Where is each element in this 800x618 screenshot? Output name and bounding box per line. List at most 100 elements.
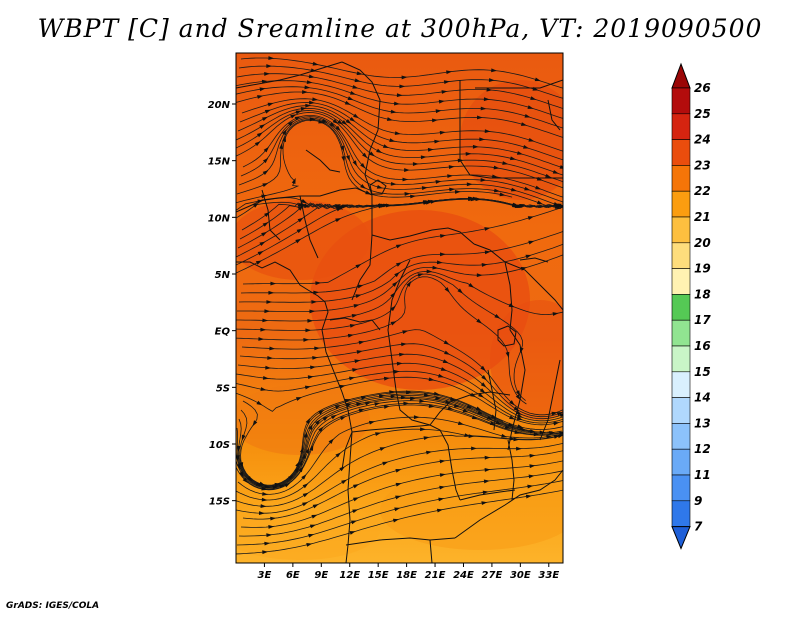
- streamline-arrow: [337, 119, 344, 125]
- latitude-axis: 20N 15N 10N 5N EQ 5S 10S 15S: [208, 100, 236, 508]
- streamline-arrow: [309, 100, 315, 105]
- streamline-arrow: [341, 479, 348, 485]
- streamline-arrow: [353, 304, 360, 308]
- streamline-arrow: [395, 482, 402, 487]
- streamline-arrow: [403, 401, 410, 406]
- streamline-arrow: [419, 399, 426, 403]
- streamline-arrow: [279, 143, 284, 149]
- streamline-arrow: [267, 102, 274, 107]
- streamline-arrow: [396, 93, 403, 98]
- lat-tick-label: 10S: [209, 440, 230, 451]
- streamline-arrow: [269, 346, 276, 351]
- streamline-arrow: [259, 124, 266, 129]
- streamline-arrow: [439, 459, 446, 464]
- streamline-arrow: [303, 337, 310, 342]
- streamline: [236, 273, 526, 401]
- streamline-arrow: [346, 155, 350, 162]
- streamline-arrow: [395, 495, 402, 500]
- streamline-arrow: [353, 113, 360, 119]
- streamline-arrow: [533, 432, 540, 437]
- streamline-arrow: [545, 173, 552, 178]
- lat-tick-label: 10N: [208, 213, 231, 224]
- colorbar-label: 23: [694, 158, 711, 172]
- streamline-arrow: [478, 392, 484, 398]
- streamline-arrow: [270, 281, 277, 286]
- streamline-arrow: [268, 56, 275, 61]
- streamline-arrow: [335, 125, 341, 132]
- streamline-arrow: [254, 141, 261, 147]
- streamline-arrow: [279, 484, 286, 489]
- colorbar-segment: [671, 345, 691, 373]
- streamline-arrow: [457, 288, 464, 294]
- streamline-arrow: [426, 269, 433, 274]
- streamline-arrow: [406, 281, 412, 287]
- streamline-arrow: [481, 501, 488, 505]
- streamline-arrow: [302, 483, 309, 489]
- streamline-arrow: [258, 337, 265, 341]
- streamline-arrow: [476, 115, 483, 120]
- streamline-arrow: [266, 64, 273, 69]
- streamline-arrow: [438, 373, 445, 378]
- streamline-arrow: [360, 163, 366, 169]
- streamline-arrow: [375, 432, 382, 436]
- streamline-arrow: [484, 129, 491, 134]
- colorbar-min-arrow: [671, 526, 691, 550]
- streamline-arrow: [390, 394, 397, 399]
- streamline-arrow: [374, 402, 381, 406]
- streamline-arrow: [259, 481, 266, 486]
- streamline-arrow: [360, 183, 366, 189]
- streamline-arrow: [476, 318, 483, 324]
- streamline-arrow: [529, 464, 536, 469]
- streamline-arrow: [341, 204, 348, 209]
- streamline-arrow: [441, 90, 448, 94]
- streamline-arrow: [393, 101, 400, 106]
- streamline-arrow: [449, 187, 456, 192]
- streamline-arrow: [488, 78, 495, 82]
- streamline-arrow: [350, 520, 358, 525]
- streamline-arrow: [493, 188, 500, 193]
- streamline-arrow: [336, 207, 343, 212]
- streamline-arrow: [420, 155, 427, 160]
- streamline-arrow: [491, 174, 498, 179]
- streamline-arrow: [527, 216, 534, 220]
- streamline-arrow: [439, 252, 446, 257]
- streamline-arrow: [268, 524, 275, 529]
- streamline-arrow: [257, 251, 264, 256]
- streamline-arrow: [507, 422, 514, 427]
- streamline-arrow: [287, 121, 294, 127]
- streamline-arrow: [236, 455, 240, 462]
- streamline-arrow: [330, 414, 337, 420]
- streamline: [236, 86, 563, 129]
- streamline-arrow: [484, 455, 491, 460]
- streamline-arrow: [347, 333, 354, 338]
- streamline: [236, 276, 527, 405]
- streamline-arrow: [274, 482, 281, 487]
- streamline-arrow: [255, 260, 262, 265]
- streamline-arrow: [355, 294, 362, 298]
- streamline-arrow: [282, 129, 287, 136]
- streamline: [236, 376, 563, 426]
- streamline-arrow: [354, 359, 361, 364]
- streamline-arrow: [383, 405, 390, 409]
- streamline-arrow: [335, 452, 342, 458]
- streamline-arrow: [395, 262, 402, 267]
- streamline-arrow: [528, 474, 535, 479]
- streamline-arrow: [465, 151, 472, 156]
- streamline-arrow: [300, 106, 307, 111]
- colorbar-label: 21: [694, 210, 711, 224]
- lat-tick-label: 20N: [208, 100, 231, 111]
- streamline-arrow: [396, 361, 403, 366]
- streamline-arrow: [345, 119, 352, 125]
- streamline: [236, 198, 563, 274]
- streamline-arrow: [318, 119, 325, 124]
- streamline-arrow: [515, 394, 521, 401]
- streamline: [237, 353, 563, 420]
- streamline-arrow: [236, 463, 241, 470]
- streamline-arrow: [413, 415, 420, 420]
- streamline-arrow: [439, 234, 446, 238]
- streamline-arrow: [321, 118, 328, 123]
- longitude-axis: 3E 6E 9E 12E 15E 18E 21E 24E 27E 30E 33E: [258, 563, 559, 581]
- streamline-arrow: [524, 113, 531, 118]
- streamline-arrow: [309, 117, 316, 122]
- streamline-arrow: [344, 100, 351, 105]
